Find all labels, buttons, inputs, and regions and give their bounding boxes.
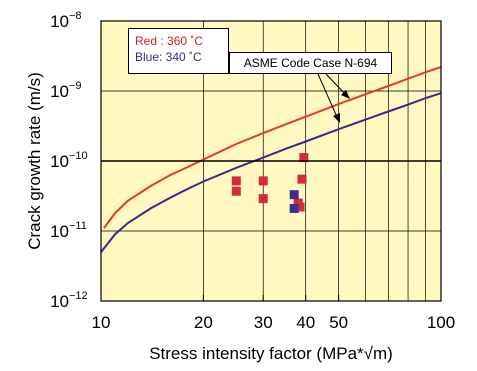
legend-entry-blue: Blue: 340 ˚C bbox=[135, 50, 202, 64]
y-tick-label: 10 bbox=[50, 12, 69, 31]
series-line-0 bbox=[103, 66, 442, 229]
data-point-2-7 bbox=[299, 153, 309, 163]
data-point-2-0 bbox=[231, 176, 241, 186]
plot-frame bbox=[100, 20, 442, 302]
y-tick-exponent: −9 bbox=[69, 80, 82, 92]
data-point-2-3 bbox=[258, 194, 268, 204]
asme-annotation: ASME Code Case N-694 bbox=[229, 52, 392, 74]
x-tick-label: 100 bbox=[427, 313, 455, 332]
y-tick-exponent: −11 bbox=[69, 220, 87, 232]
data-point-2-2 bbox=[258, 176, 268, 186]
markers bbox=[231, 153, 309, 213]
y-tick-exponent: −10 bbox=[69, 150, 88, 162]
data-point-3-0 bbox=[289, 190, 299, 200]
y-tick-label: 10 bbox=[50, 292, 69, 311]
x-tick-label: 10 bbox=[92, 313, 111, 332]
x-tick-label: 30 bbox=[254, 313, 273, 332]
y-tick-label: 10 bbox=[50, 152, 69, 171]
y-tick-label: 10 bbox=[50, 82, 69, 101]
x-tick-label: 50 bbox=[329, 313, 348, 332]
x-tick-label: 20 bbox=[194, 313, 213, 332]
y-tick-exponent: −12 bbox=[69, 290, 88, 302]
y-tick-exponent: −8 bbox=[69, 10, 82, 22]
annotation-arrows bbox=[317, 73, 350, 123]
series-line-1 bbox=[100, 92, 442, 253]
x-tick-label: 40 bbox=[296, 313, 315, 332]
data-point-2-1 bbox=[231, 186, 241, 196]
legend-entry-red: Red : 360 ˚C bbox=[135, 34, 204, 48]
y-axis-label: Crack growth rate (m/s) bbox=[25, 72, 44, 250]
curves bbox=[100, 66, 442, 253]
data-point-3-1 bbox=[289, 203, 299, 213]
x-ticks: 10 20 30 40 50 100 bbox=[92, 295, 455, 332]
x-axis-label: Stress intensity factor (MPa*√m) bbox=[149, 344, 393, 363]
y-tick-label: 10 bbox=[50, 222, 69, 241]
data-point-2-6 bbox=[297, 174, 307, 184]
legend: Red : 360 ˚C Blue: 340 ˚C bbox=[128, 28, 229, 74]
data-point-2-5 bbox=[295, 202, 305, 212]
